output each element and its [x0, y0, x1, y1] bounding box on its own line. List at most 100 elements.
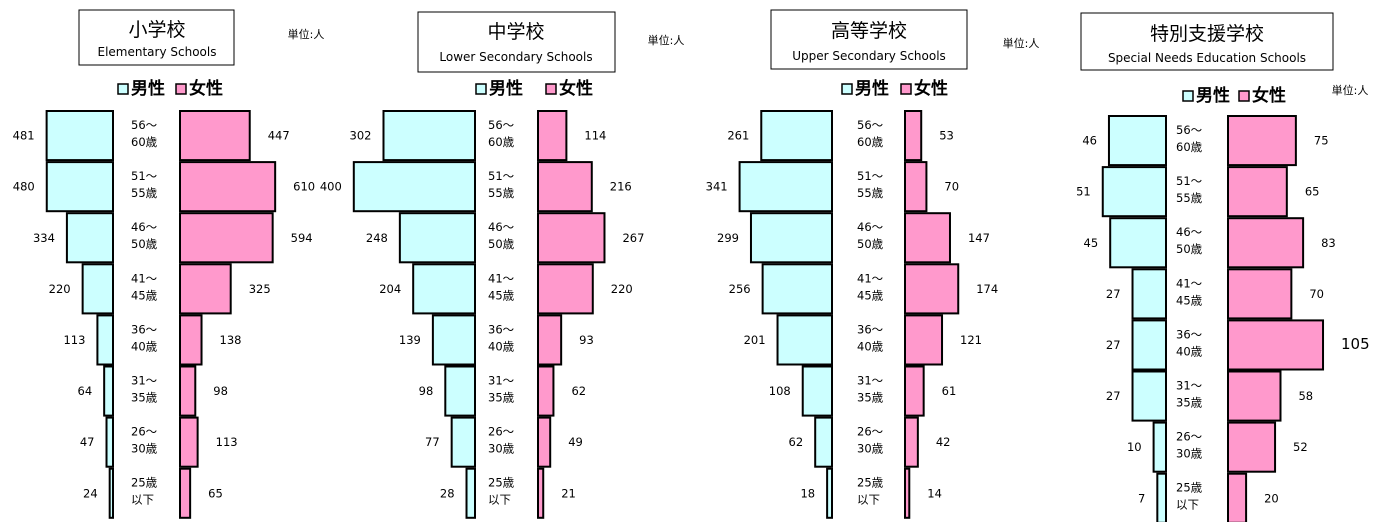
age-label: 31～ — [488, 374, 515, 388]
age-label: 45歳 — [1176, 293, 1203, 307]
bar-male — [1101, 166, 1168, 218]
value-label-female: 53 — [939, 129, 954, 143]
age-label: 46～ — [1176, 225, 1203, 239]
value-label-female: 121 — [960, 333, 982, 347]
legend-label-male: 男性 — [489, 78, 523, 99]
age-label: 56～ — [857, 118, 884, 132]
chart-subtitle: Upper Secondary Schools — [792, 49, 946, 63]
title-box — [770, 9, 968, 70]
value-label-male: 47 — [80, 435, 95, 449]
bar-male — [760, 110, 833, 162]
age-label: 25歳 — [488, 476, 515, 490]
age-label: 26～ — [131, 425, 158, 439]
age-label: 60歳 — [131, 135, 158, 149]
age-label: 41～ — [488, 271, 515, 285]
bar-female — [179, 416, 199, 468]
value-label-female: 65 — [208, 486, 223, 500]
bar-male — [1107, 115, 1167, 167]
legend-swatch-female — [175, 83, 187, 95]
bar-female — [1227, 268, 1293, 320]
value-label-male: 7 — [1138, 491, 1145, 505]
value-label-female: 42 — [936, 435, 951, 449]
age-label: 51～ — [1176, 174, 1203, 188]
value-label-female: 610 — [293, 180, 315, 194]
legend-label-male: 男性 — [131, 78, 165, 99]
bar-male — [1131, 370, 1168, 422]
age-label: 60歳 — [1176, 140, 1203, 154]
value-label-female: 138 — [220, 333, 242, 347]
bar-male — [81, 263, 114, 315]
age-label: 56～ — [131, 118, 158, 132]
age-label: 50歳 — [1176, 242, 1203, 256]
bar-female — [537, 314, 563, 366]
value-label-male: 400 — [320, 180, 342, 194]
age-label: 46～ — [857, 220, 884, 234]
value-label-male: 28 — [440, 486, 455, 500]
value-label-female: 62 — [571, 384, 586, 398]
bar-male — [1109, 217, 1167, 269]
bar-male — [352, 161, 476, 213]
value-label-male: 299 — [717, 231, 739, 245]
age-label: 50歳 — [488, 237, 515, 251]
age-label: 以下 — [1176, 498, 1199, 512]
value-label-female: 93 — [579, 333, 594, 347]
value-label-male: 24 — [83, 486, 98, 500]
bar-female — [904, 263, 960, 315]
bar-male — [103, 365, 114, 417]
age-label: 以下 — [857, 493, 880, 507]
unit-label: 単位:人 — [288, 27, 325, 41]
bar-female — [904, 365, 925, 417]
value-label-female: 98 — [213, 384, 228, 398]
legend-label-female: 女性 — [559, 78, 593, 99]
legend-swatch-male — [841, 83, 853, 95]
age-label: 46～ — [488, 220, 515, 234]
bar-female — [904, 161, 928, 213]
bar-male — [1131, 268, 1168, 320]
bar-male — [465, 467, 476, 519]
age-label: 45歳 — [131, 288, 158, 302]
unit-label: 単位:人 — [1003, 36, 1040, 50]
age-label: 45歳 — [488, 288, 515, 302]
bar-female — [904, 110, 923, 162]
value-label-male: 341 — [706, 180, 728, 194]
value-label-male: 27 — [1106, 287, 1121, 301]
title-box — [78, 9, 235, 66]
bar-female — [537, 110, 568, 162]
chart-title: 小学校 — [128, 19, 185, 41]
bar-female — [537, 263, 594, 315]
title-box — [1080, 12, 1334, 71]
age-label: 31～ — [131, 374, 158, 388]
bar-female — [1227, 472, 1248, 522]
value-label-female: 267 — [622, 231, 644, 245]
bar-male — [45, 161, 114, 213]
bar-male — [738, 161, 833, 213]
title-box — [417, 11, 616, 73]
legend-label-female: 女性 — [189, 78, 223, 99]
age-label: 41～ — [1176, 276, 1203, 290]
bar-female — [179, 161, 277, 213]
legend-swatch-male — [475, 83, 487, 95]
value-label-female: 174 — [976, 282, 998, 296]
chart-title: 特別支援学校 — [1150, 23, 1264, 45]
bar-male — [444, 365, 476, 417]
bar-female — [537, 212, 606, 264]
age-label: 26～ — [488, 425, 515, 439]
legend-label-female: 女性 — [1252, 85, 1286, 106]
value-label-male: 27 — [1106, 338, 1121, 352]
pyramid-panel: 小学校 Elementary Schools 単位:人男性 女性 481 447 56～ 60… — [13, 9, 325, 519]
legend-swatch-male — [1182, 90, 1194, 102]
age-label: 56～ — [1176, 123, 1203, 137]
chart-subtitle: Elementary Schools — [98, 45, 217, 59]
bar-male — [65, 212, 114, 264]
bar-female — [179, 212, 274, 264]
age-label: 36～ — [488, 322, 515, 336]
value-label-male: 334 — [33, 231, 55, 245]
age-label: 30歳 — [488, 442, 515, 456]
value-label-male: 27 — [1106, 389, 1121, 403]
legend-label-male: 男性 — [1196, 85, 1230, 106]
unit-label: 単位:人 — [1332, 83, 1369, 97]
bar-female — [1227, 370, 1282, 422]
bar-female — [904, 416, 919, 468]
value-label-male: 46 — [1082, 134, 1097, 148]
age-label: 40歳 — [131, 339, 158, 353]
